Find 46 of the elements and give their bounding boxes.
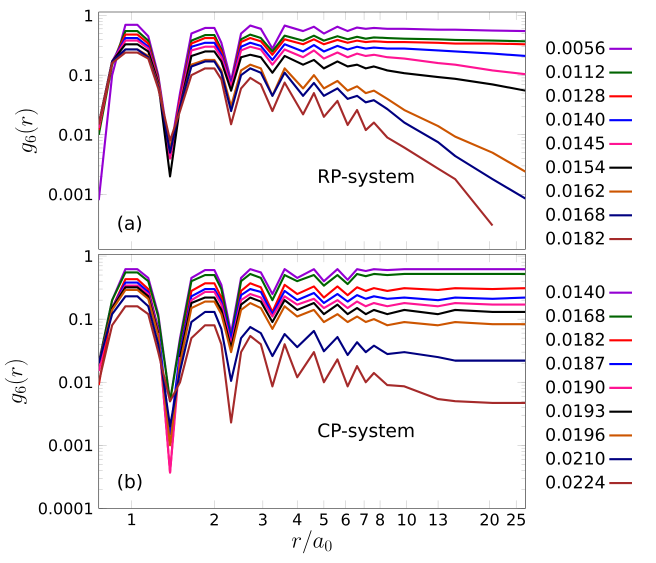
text: 0.0187: [546, 356, 604, 370]
x-tick-label: 2: [210, 513, 218, 526]
x-tick-label: 20: [480, 513, 499, 526]
legend-label: 0.0056: [546, 41, 604, 54]
legend-label: 0.0112: [546, 64, 604, 78]
text: 0.0168: [546, 308, 604, 322]
legend-label: 0.0168: [546, 208, 604, 221]
legend-label: 0.0128: [546, 88, 604, 102]
y-tick-label: 0.01: [59, 128, 92, 141]
y-tick-label: 1: [85, 10, 92, 22]
x-axis-title: $r/a_0$: [292, 530, 332, 554]
y-tick-label: 0.001: [49, 439, 92, 452]
x-tick-label: 8: [376, 513, 384, 526]
y-tick-label: 0.001: [49, 188, 92, 200]
x-tick-label: 7: [360, 513, 368, 526]
y-tick-label: 0.1: [69, 312, 92, 326]
series-label: 0.0140: [546, 285, 604, 298]
y-tick-label: 0.0001: [38, 502, 92, 514]
y-tick-label: 0.1: [69, 69, 92, 82]
legend-label: 0.0145: [546, 136, 604, 150]
text: 0.0210: [546, 452, 604, 465]
y-tick-label: 0.01: [59, 376, 92, 388]
y-tick-label: 1: [85, 250, 92, 262]
legend-label: 0.0140: [546, 112, 604, 126]
text: 0.0182: [546, 332, 604, 346]
annotation: (b): [118, 474, 142, 490]
x-tick-label: 13: [430, 513, 447, 526]
legend-label: 0.0162: [546, 184, 604, 197]
text: 0.0196: [546, 428, 604, 441]
text: 0.0190: [546, 380, 604, 394]
x-tick-label: 25: [507, 513, 525, 526]
x-tick-label: 4: [292, 513, 302, 526]
x-tick-label: 10: [398, 513, 416, 526]
y-axis-title: $g_6(r)$: [4, 360, 28, 404]
y-axis-title: $g_6(r)$: [15, 109, 38, 154]
text: 0.0224: [546, 475, 605, 488]
text: 0.0193: [546, 404, 604, 418]
legend-label: 0.0182: [546, 231, 604, 245]
x-tick-label: 5: [320, 513, 328, 526]
x-tick-label: 3: [258, 513, 267, 526]
legend-label: 0.0154: [546, 160, 605, 174]
annotation: RP-system: [319, 169, 414, 187]
x-tick-label: 1: [128, 513, 136, 526]
annotation: (a): [118, 216, 142, 232]
x-tick-label: 6: [342, 513, 350, 526]
annotation: CP-system: [318, 423, 414, 441]
